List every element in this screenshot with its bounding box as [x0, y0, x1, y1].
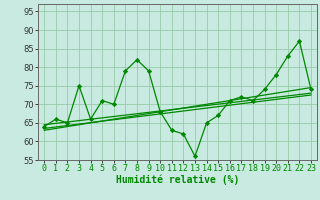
X-axis label: Humidité relative (%): Humidité relative (%)	[116, 175, 239, 185]
